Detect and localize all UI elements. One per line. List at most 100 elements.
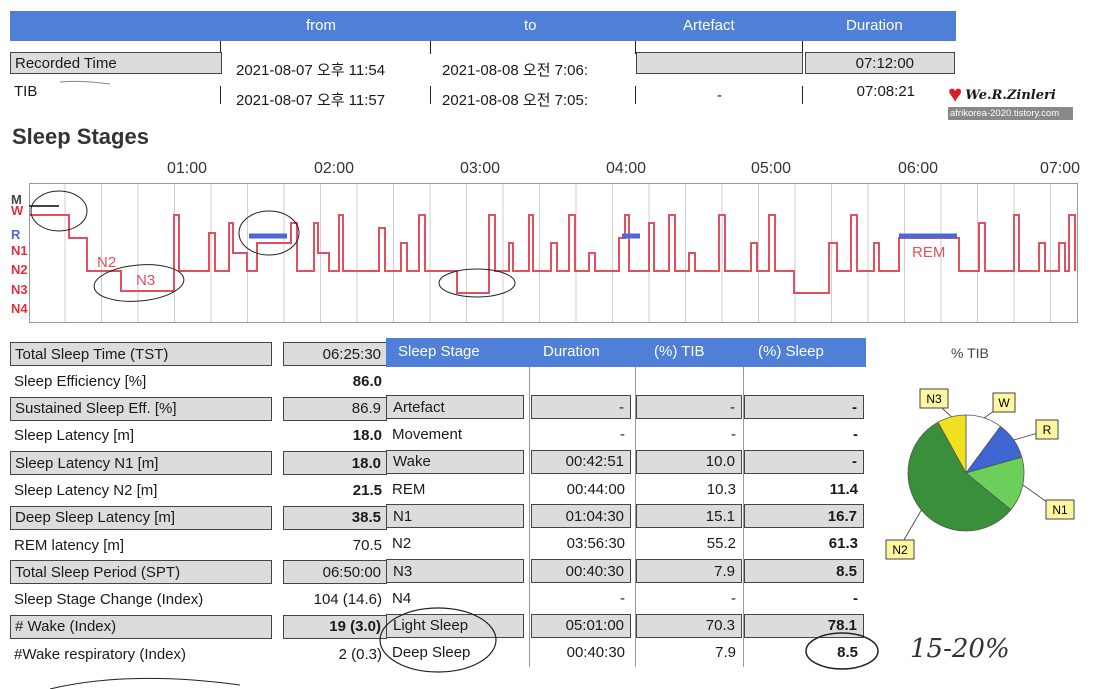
stage-cell-duration: 00:44:00 (566, 480, 625, 498)
stage-cell-sleep: 8.5 (744, 559, 864, 584)
row-from: 2021-08-07 오후 11:57 (236, 91, 386, 109)
pie-slice-n3 (937, 414, 967, 474)
stage-cell-duration: 00:40:30 (531, 559, 631, 584)
stage-cell-sleep: 16.7 (744, 504, 864, 529)
tick-label: 07:00 (1039, 160, 1081, 177)
stage-cell-tib: 10.0 (636, 449, 742, 474)
stage-row (386, 367, 866, 394)
stage-cell-duration: 05:01:00 (531, 613, 631, 638)
summary-row: Total Sleep Time (TST) 06:25:30 (10, 341, 387, 368)
stage-row: Wake 00:42:51 10.0- (386, 449, 866, 476)
summary-label: Sleep Latency [m] (14, 427, 135, 445)
stage-cell-tib: 70.3 (636, 613, 742, 638)
summary-value: 06:50:00 (283, 560, 387, 585)
annotation-rem: REM (912, 244, 945, 261)
stage-cell-sleep (744, 368, 864, 392)
stage-label-n4: N4 (11, 301, 28, 316)
stage-cell-duration: 01:04:30 (531, 504, 631, 529)
stage-label-m: M (11, 192, 22, 207)
row-from: 2021-08-07 오후 11:54 (236, 61, 386, 79)
tib-row: TIB 2021-08-07 오후 11:57 2021-08-08 오전 7:… (10, 80, 956, 109)
header-stage: Sleep Stage (398, 343, 480, 360)
stage-cell-duration: - (620, 589, 625, 607)
stage-cell-duration: 00:42:51 (531, 449, 631, 474)
pie-label-box (919, 388, 949, 409)
stages-table-header: Sleep Stage Duration (%) TIB (%) Sleep (386, 338, 866, 367)
stage-cell-duration: - (620, 426, 625, 444)
pie-label: N2 (892, 543, 908, 557)
header-duration: Duration (543, 343, 600, 360)
stage-cell-stage: Light Sleep (386, 613, 524, 638)
pie-label-box (992, 392, 1016, 413)
summary-row: Sleep Latency N1 [m] 18.0 (10, 450, 387, 477)
stage-cell-tib: - (731, 426, 736, 444)
tick-label: 01:00 (166, 160, 208, 177)
hypnogram-chart: N2 N3 REM (29, 183, 1078, 323)
header-sleep: (%) Sleep (758, 343, 824, 360)
tick-label: 06:00 (897, 160, 939, 177)
tick-label: 03:00 (459, 160, 501, 177)
summary-value: 18.0 (283, 451, 387, 476)
pie-chart: W R N1 N2 N3 (885, 388, 1075, 560)
summary-row: Deep Sleep Latency [m] 38.5 (10, 505, 387, 532)
summary-row: Sleep Latency [m] 18.0 (10, 423, 382, 450)
stage-row: Artefact - - - (386, 394, 866, 421)
summary-value: 104 (14.6) (313, 591, 382, 609)
summary-value: 86.9 (283, 396, 387, 421)
stages-table: Sleep Stage Duration (%) TIB (%) Sleep A… (386, 338, 866, 667)
row-label: TIB (14, 82, 38, 100)
stage-label-w: W (11, 203, 24, 218)
pie-label-box (885, 539, 915, 560)
stage-label-n2: N2 (11, 262, 28, 277)
stage-row: Movement - - - (386, 422, 866, 449)
section-title: Sleep Stages (12, 124, 149, 149)
row-duration: 07:12:00 (805, 52, 955, 74)
stage-cell-duration (531, 368, 631, 392)
row-duration: 07:08:21 (856, 82, 915, 100)
summary-label: Sleep Latency N1 [m] (10, 451, 272, 476)
stage-cell-sleep: 8.5 (837, 644, 858, 662)
summary-value: 70.5 (352, 536, 382, 554)
stage-cell-stage: N2 (392, 535, 412, 553)
col-to: to (524, 17, 537, 34)
row-to: 2021-08-08 오전 7:05: (442, 91, 589, 109)
stage-row: N4 - - - (386, 585, 866, 612)
summary-value: 06:25:30 (283, 342, 387, 366)
stage-cell-sleep: - (744, 449, 864, 474)
pie-label-box (1035, 419, 1059, 440)
summary-label: Sleep Stage Change (Index) (14, 591, 204, 609)
pie-label-box (1045, 499, 1075, 520)
tick-label: 04:00 (605, 160, 647, 177)
summary-value: 18.0 (352, 427, 382, 445)
stage-row: N2 03:56:30 55.2 61.3 (386, 531, 866, 558)
stage-cell-tib: 55.2 (706, 535, 736, 553)
stage-cell-tib: 7.9 (715, 644, 736, 662)
stage-cell-tib (636, 368, 742, 392)
summary-value: 19 (3.0) (283, 614, 387, 639)
stage-cell-stage: N3 (386, 559, 524, 584)
col-artefact: Artefact (683, 17, 735, 34)
pie-label: R (1043, 423, 1052, 437)
summary-label: Sleep Latency N2 [m] (14, 481, 158, 499)
summary-row: Sleep Stage Change (Index) 104 (14.6) (10, 587, 382, 614)
summary-value: 2 (0.3) (338, 645, 382, 663)
header-tib: (%) TIB (654, 343, 705, 360)
stage-cell-tib: 15.1 (636, 504, 742, 529)
stage-row: N1 01:04:30 15.1 16.7 (386, 503, 866, 530)
stage-cell-sleep: - (853, 426, 858, 444)
stage-cell-stage: Deep Sleep (392, 644, 471, 662)
row-to: 2021-08-08 오전 7:06: (442, 61, 589, 79)
stage-cell-sleep: 78.1 (744, 613, 864, 638)
handwritten-note: 15-20% (910, 634, 1010, 664)
row-label: Recorded Time (10, 52, 222, 74)
summary-row: Sleep Latency N2 [m] 21.5 (10, 477, 382, 504)
stage-cell-duration: 00:40:30 (566, 644, 625, 662)
stage-cell-sleep: 61.3 (828, 535, 858, 553)
pie-label: W (998, 396, 1010, 410)
summary-value: 21.5 (352, 481, 382, 499)
stage-cell-duration: - (531, 395, 631, 420)
stage-cell-stage (386, 368, 524, 392)
row-artefact (636, 52, 803, 74)
stage-cell-sleep: - (744, 395, 864, 420)
tick-label: 05:00 (750, 160, 792, 177)
